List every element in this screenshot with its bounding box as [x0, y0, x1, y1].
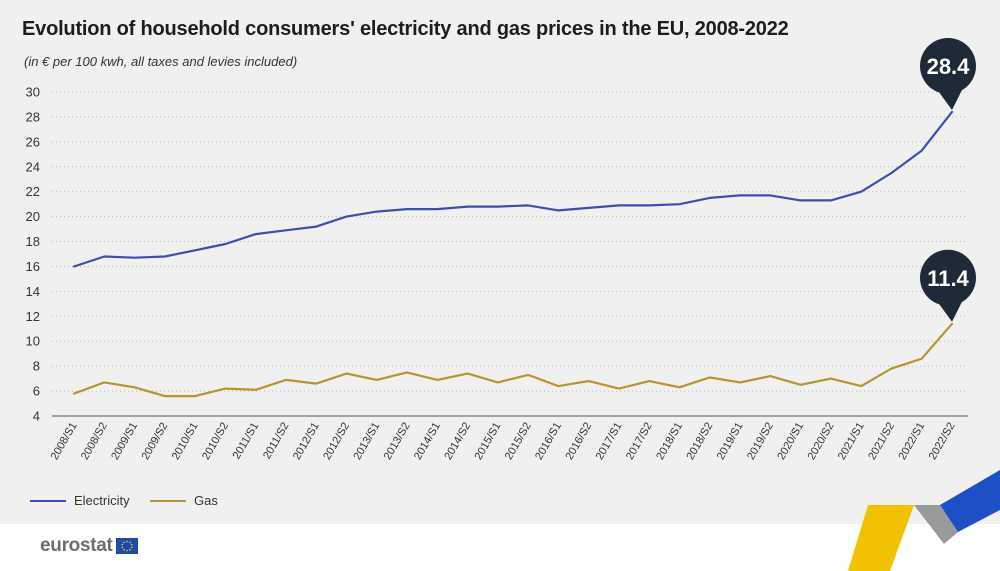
chart-title: Evolution of household consumers' electr…	[22, 18, 789, 40]
eu-flag-icon	[115, 538, 138, 554]
y-tick-label: 12	[26, 309, 40, 324]
callout-label: 11.4	[927, 266, 969, 291]
y-tick-label: 4	[33, 409, 40, 424]
callout-gas: 11.4	[920, 249, 976, 322]
callout-electricity: 28.4	[920, 37, 976, 110]
legend-label-electricity: Electricity	[74, 493, 130, 508]
y-tick-label: 30	[26, 85, 40, 100]
chart-panel	[0, 0, 1000, 524]
y-tick-label: 8	[33, 359, 40, 374]
series-line-electricity	[72, 110, 954, 268]
y-tick-label: 18	[26, 234, 40, 249]
legend-swatch-gas	[150, 499, 186, 502]
y-tick-label: 24	[26, 159, 40, 174]
ribbon-blue	[940, 470, 1000, 532]
logo-text: eurostat	[40, 535, 113, 556]
y-tick-label: 14	[26, 284, 40, 299]
series-lines	[72, 110, 954, 398]
legend-swatch-electricity	[30, 499, 66, 502]
ribbon-grey	[914, 505, 958, 544]
y-tick-label: 10	[26, 334, 40, 349]
eurostat-logo: eurostat	[40, 535, 138, 557]
y-axis: 4 6 8 10 12 14 16 18 20 22 24 26 28 30	[26, 85, 40, 424]
y-tick-label: 16	[26, 259, 40, 274]
y-tick-label: 26	[26, 134, 40, 149]
chart-subtitle: (in € per 100 kwh, all taxes and levies …	[24, 54, 298, 69]
y-tick-label: 28	[26, 109, 40, 124]
y-tick-label: 20	[26, 209, 40, 224]
legend-item-electricity: Electricity	[30, 493, 130, 508]
gridlines	[52, 91, 968, 417]
callouts: 28.4 11.4	[920, 37, 976, 322]
callout-bubble	[920, 37, 976, 94]
y-tick-label: 6	[33, 384, 40, 399]
callout-bubble	[920, 249, 976, 306]
ribbon-yellow	[848, 505, 914, 571]
series-line-gas	[72, 322, 954, 398]
legend-item-gas: Gas	[150, 493, 218, 508]
legend-label-gas: Gas	[194, 493, 218, 508]
callout-label: 28.4	[927, 54, 971, 79]
y-tick-label: 22	[26, 184, 40, 199]
